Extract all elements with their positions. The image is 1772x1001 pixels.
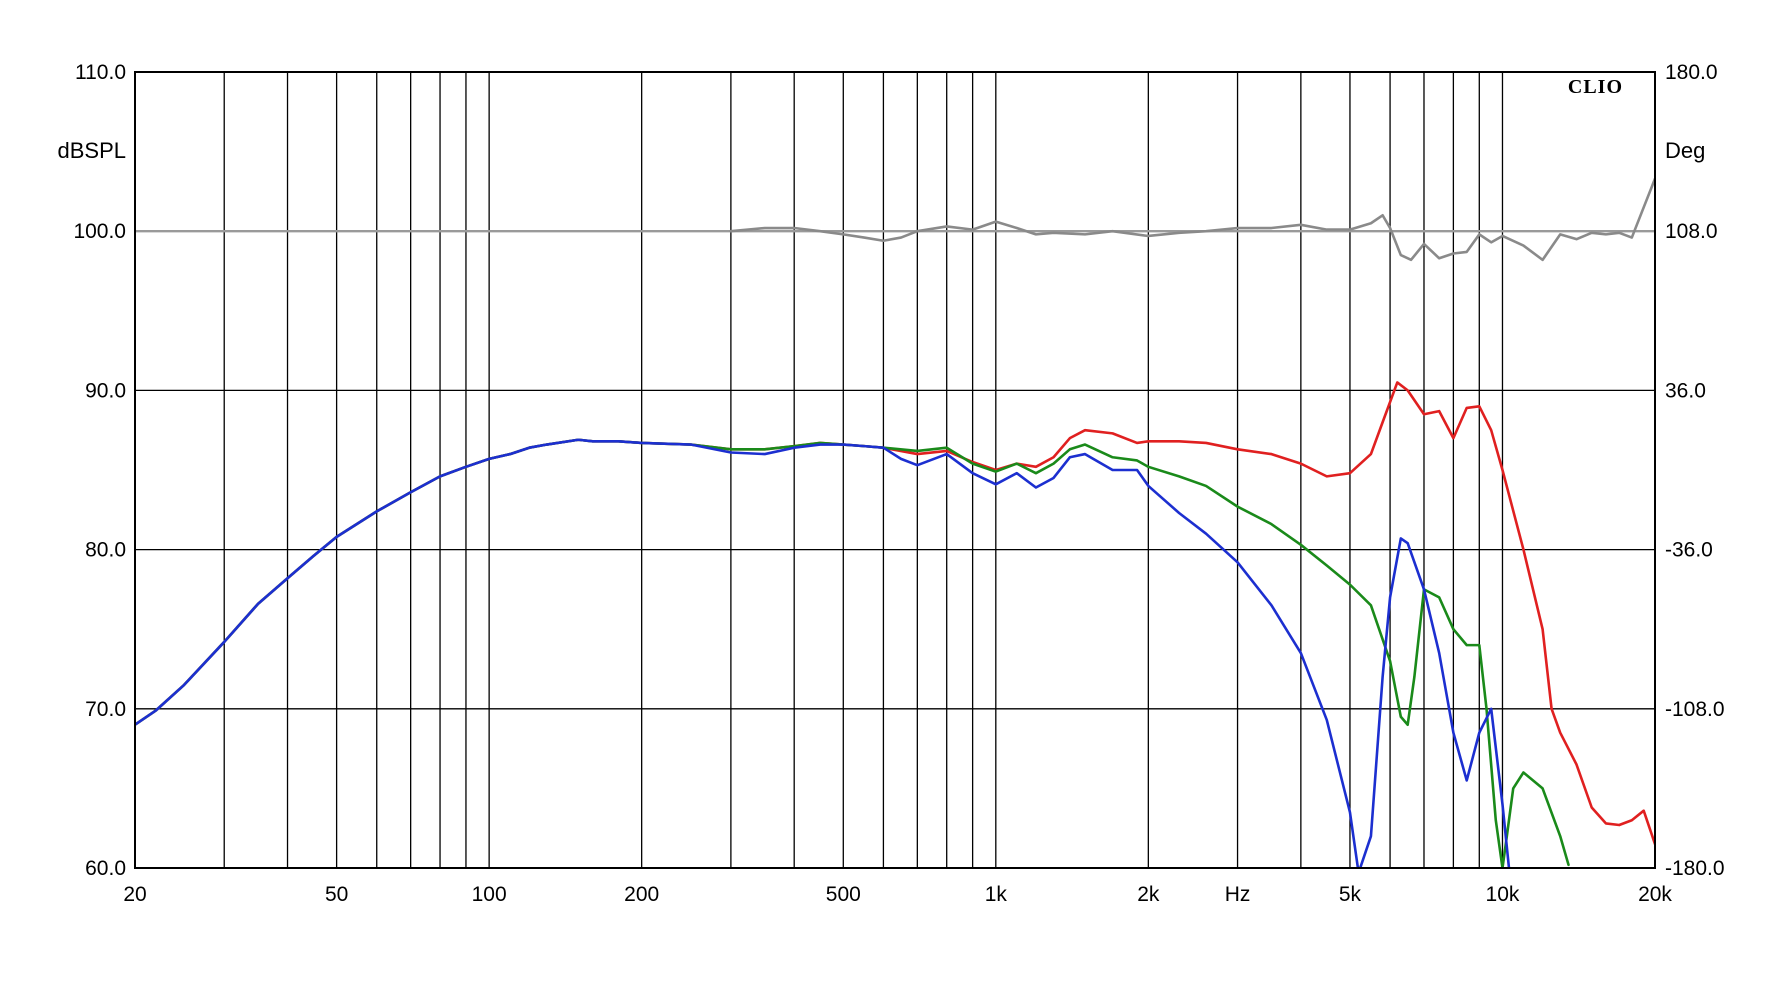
x-tick-label: 10k (1486, 883, 1520, 906)
grid (135, 72, 1655, 868)
y-left-tick-label: 100.0 (73, 220, 126, 243)
x-unit-label: Hz (1225, 883, 1251, 906)
clio-brand-label: CLIO (1568, 76, 1623, 98)
y-right-tick-label: 108.0 (1665, 220, 1718, 243)
y-left-unit-label: dBSPL (58, 138, 127, 163)
y-right-tick-label: 180.0 (1665, 61, 1718, 84)
series-line-3 (135, 438, 1511, 868)
y-right-tick-label: -108.0 (1665, 698, 1725, 721)
series-line-1 (135, 381, 1655, 847)
x-tick-label: 500 (826, 883, 861, 906)
x-tick-label: 20 (123, 883, 146, 906)
y-left-tick-label: 80.0 (85, 539, 126, 562)
y-left-tick-label: 70.0 (85, 698, 126, 721)
series-line-0 (729, 177, 1655, 262)
x-tick-label: 20k (1638, 883, 1672, 906)
series-line-2 (135, 438, 1570, 868)
y-right-tick-label: -180.0 (1665, 857, 1725, 880)
y-right-tick-label: -36.0 (1665, 539, 1713, 562)
y-left-tick-label: 60.0 (85, 857, 126, 880)
y-right-unit-label: Deg (1665, 138, 1705, 163)
x-tick-label: 50 (325, 883, 348, 906)
plot-frame (134, 71, 1656, 869)
x-tick-label: 2k (1137, 883, 1160, 906)
tick-labels: 20 50 100 200 500 1k 2k 5k 10k 20k 110.0 100.0 90.0 8… (73, 61, 1724, 906)
y-right-tick-label: 36.0 (1665, 379, 1706, 402)
x-tick-label: 200 (624, 883, 659, 906)
y-left-tick-label: 90.0 (85, 379, 126, 402)
x-tick-label: 5k (1339, 883, 1362, 906)
series-layer (135, 177, 1655, 868)
x-tick-label: 1k (985, 883, 1008, 906)
x-tick-label: 100 (472, 883, 507, 906)
y-left-tick-label: 110.0 (75, 61, 126, 84)
